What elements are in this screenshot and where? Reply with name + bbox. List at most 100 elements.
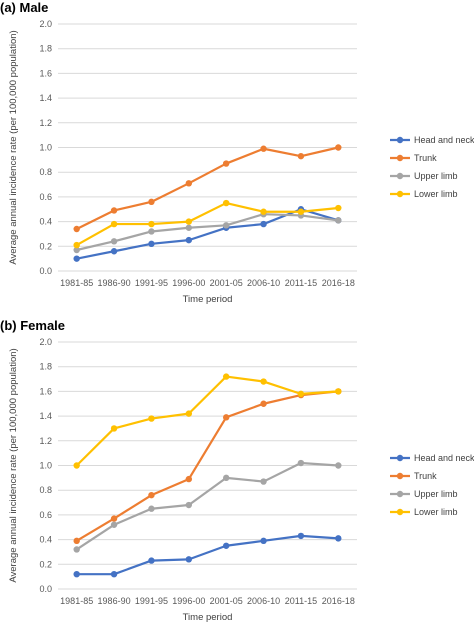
data-point xyxy=(297,390,305,398)
data-point xyxy=(185,501,193,509)
x-tick-label: 1981-85 xyxy=(60,278,93,288)
legend-marker xyxy=(396,154,404,162)
data-point xyxy=(185,410,193,417)
data-point xyxy=(185,224,193,231)
data-point xyxy=(73,546,80,553)
data-point xyxy=(148,415,155,422)
data-point xyxy=(260,478,267,485)
data-point xyxy=(222,542,230,549)
data-point xyxy=(335,535,342,542)
y-tick-label: 1.4 xyxy=(39,411,52,421)
legend-entry: Trunk xyxy=(414,153,437,163)
series-line xyxy=(76,390,339,542)
data-point xyxy=(185,556,193,563)
data-point xyxy=(335,217,342,224)
x-tick-label: 1986-90 xyxy=(98,596,131,606)
data-point xyxy=(73,462,80,469)
y-tick-label: 0.0 xyxy=(39,266,52,276)
data-point xyxy=(335,204,342,212)
data-point xyxy=(148,505,155,512)
y-tick-label: 1.0 xyxy=(39,461,52,471)
data-point xyxy=(148,228,155,235)
y-axis-title: Average annual incidence rate (per 100,0… xyxy=(8,348,19,582)
data-point xyxy=(335,462,342,469)
x-tick-label: 2016-18 xyxy=(322,278,355,288)
data-point xyxy=(73,537,80,545)
x-tick-label: 1996-00 xyxy=(172,278,205,288)
legend-entry: Trunk xyxy=(414,471,437,481)
legend-marker xyxy=(396,190,404,198)
series-line xyxy=(76,213,339,252)
data-point xyxy=(260,400,267,407)
series-line xyxy=(76,201,339,247)
x-axis-title: Time period xyxy=(183,612,233,623)
y-tick-label: 1.0 xyxy=(39,143,52,153)
data-point xyxy=(260,220,267,228)
x-tick-label: 2016-18 xyxy=(322,596,355,606)
x-tick-label: 1991-95 xyxy=(135,278,168,288)
data-point xyxy=(110,238,118,245)
chart-title: (b) Female xyxy=(0,318,66,333)
data-point xyxy=(148,198,155,206)
x-tick-label: 1986-90 xyxy=(98,278,131,288)
data-point xyxy=(297,532,305,540)
data-point xyxy=(335,388,342,395)
data-point xyxy=(222,222,230,229)
x-tick-label: 1996-00 xyxy=(172,596,205,606)
data-point xyxy=(73,570,80,578)
y-tick-label: 0.6 xyxy=(39,192,52,202)
y-tick-label: 1.2 xyxy=(39,436,52,446)
x-tick-label: 2001-05 xyxy=(210,278,243,288)
legend-marker xyxy=(396,490,404,498)
data-point xyxy=(73,246,80,254)
chart-panel-male: (a) Male 0.0 0.2 0.4 0.6 0.8 1.0 1.2 1.4 1.6 1.8 2… xyxy=(0,0,474,315)
data-point xyxy=(260,208,267,215)
legend-entry: Head and neck xyxy=(414,453,474,463)
chart-svg: 0.0 0.2 0.4 0.6 0.8 1.0 1.2 1.4 1.6 1.8 2.0 1981-85… xyxy=(8,337,474,623)
y-tick-label: 0.6 xyxy=(39,510,52,520)
data-point xyxy=(110,207,118,214)
y-tick-label: 0.4 xyxy=(39,535,52,545)
x-tick-label: 2011-15 xyxy=(285,278,317,288)
x-tick-label: 2011-15 xyxy=(285,596,317,606)
data-point xyxy=(260,378,267,385)
series-line xyxy=(76,461,339,551)
y-tick-label: 1.6 xyxy=(39,68,52,78)
x-tick-label: 2001-05 xyxy=(210,596,243,606)
data-point xyxy=(222,414,230,421)
y-tick-label: 0.2 xyxy=(39,559,52,569)
legend-entry: Lower limb xyxy=(414,189,458,199)
chart-title: (a) Male xyxy=(0,0,49,15)
data-point xyxy=(110,425,118,432)
data-point xyxy=(260,145,267,152)
y-tick-label: 1.4 xyxy=(39,93,52,103)
legend-marker xyxy=(396,472,404,480)
y-tick-label: 0.0 xyxy=(39,584,52,594)
y-axis-title: Average annual incidence rate (per 100,0… xyxy=(8,30,19,264)
chart-panel-female: (b) Female 0.0 0.2 0.4 0.6 0.8 1.0 1.2 1.4 1.6 1.… xyxy=(0,318,474,633)
x-tick-label: 1981-85 xyxy=(60,596,93,606)
data-point xyxy=(73,241,80,249)
y-tick-label: 1.2 xyxy=(39,118,52,128)
data-point xyxy=(260,537,267,545)
data-point xyxy=(110,570,118,578)
legend-entry: Lower limb xyxy=(414,507,458,517)
x-tick-label: 1991-95 xyxy=(135,596,168,606)
data-point xyxy=(185,475,193,483)
series-line xyxy=(76,534,339,576)
x-axis-title: Time period xyxy=(183,294,233,305)
y-tick-label: 2.0 xyxy=(39,337,52,347)
legend-entry: Upper limb xyxy=(414,171,458,181)
data-point xyxy=(222,474,230,482)
legend-marker xyxy=(396,454,404,462)
data-point xyxy=(110,248,118,255)
data-point xyxy=(222,160,230,167)
data-point xyxy=(148,491,155,499)
data-point xyxy=(73,225,80,233)
data-point xyxy=(335,144,342,151)
data-point xyxy=(185,180,193,187)
data-point xyxy=(148,557,155,564)
x-tick-label: 2006-10 xyxy=(247,596,280,606)
data-point xyxy=(148,240,155,248)
y-tick-label: 0.8 xyxy=(39,167,52,177)
